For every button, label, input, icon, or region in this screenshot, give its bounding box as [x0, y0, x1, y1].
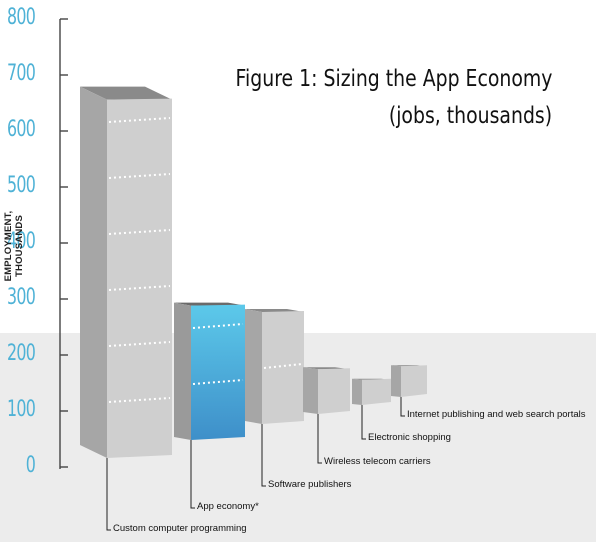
bar-gridline [108, 229, 171, 235]
bar-front-face [318, 368, 350, 414]
bar-top-face [80, 86, 172, 100]
category-label: Electronic shopping [368, 432, 451, 443]
y-tick-label: 200 [7, 341, 36, 366]
bar-front-face [107, 98, 172, 458]
y-tick-label: 600 [7, 117, 36, 142]
bar-gridline [192, 379, 244, 385]
bar-gridline [108, 117, 171, 123]
bar-side-face [245, 309, 262, 424]
bar-side-face [174, 302, 191, 440]
bar-gridline [108, 285, 171, 291]
callout-leader [317, 414, 322, 464]
bar-gridline [192, 323, 244, 329]
category-label: Internet publishing and web search porta… [407, 409, 586, 420]
callout-leader [190, 440, 195, 509]
bar-gridline [263, 363, 303, 369]
category-label: Wireless telecom carriers [324, 456, 431, 467]
y-axis-label: EMPLOYMENT, THOUSANDS [3, 210, 25, 282]
bar-gridline [108, 341, 171, 347]
y-tick-label: 700 [7, 61, 36, 86]
bar-front-face [401, 365, 427, 397]
bar-gridline [108, 173, 171, 179]
bar-front-face [262, 311, 304, 424]
bar-3 [303, 367, 350, 414]
chart-subtitle: (jobs, thousands) [388, 103, 552, 129]
callout-leader [106, 458, 111, 531]
callout-leader [400, 397, 405, 417]
bar-0 [80, 86, 172, 458]
bar-gridline [108, 397, 171, 403]
y-tick-label: 400 [7, 229, 36, 254]
y-tick-label: 500 [7, 173, 36, 198]
category-label: App economy* [197, 501, 259, 512]
bar-top-face [174, 302, 245, 306]
callout-leader [261, 424, 266, 487]
category-label: Custom computer programming [113, 523, 247, 534]
bar-4 [352, 378, 391, 405]
y-tick-label: 300 [7, 285, 36, 310]
bar-5 [391, 365, 427, 397]
bar-front-face [362, 378, 391, 405]
y-tick-label: 800 [7, 5, 36, 30]
bar-side-face [303, 367, 318, 414]
bar-top-face [245, 309, 304, 312]
bar-2 [245, 309, 304, 424]
bar-side-face [80, 86, 107, 458]
y-tick-label: 100 [7, 397, 36, 422]
y-tick-label: 0 [25, 453, 36, 478]
bar-front-face [191, 304, 245, 440]
bar-side-face [352, 378, 362, 405]
bar-1 [174, 302, 245, 440]
bar-side-face [391, 365, 401, 397]
category-label: Software publishers [268, 479, 352, 490]
chart-title: Figure 1: Sizing the App Economy [235, 66, 552, 92]
callout-leader [361, 405, 366, 440]
